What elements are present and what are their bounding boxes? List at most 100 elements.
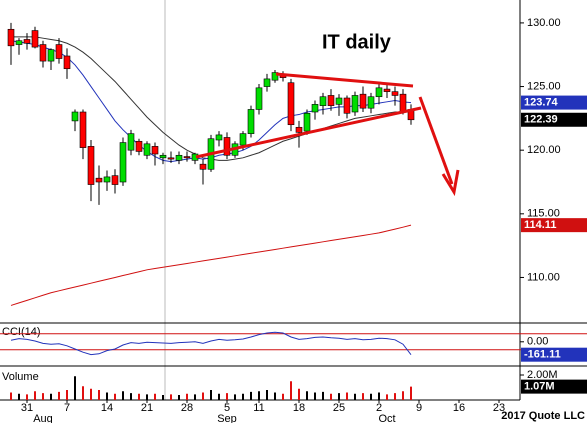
candle-body	[151, 146, 159, 155]
candle-body	[303, 112, 311, 132]
volume-bar	[34, 391, 36, 400]
candle-body	[367, 96, 375, 109]
volume-bar	[154, 393, 156, 400]
candle-body	[183, 156, 191, 159]
candle-body	[375, 87, 383, 98]
candle-body	[47, 49, 55, 62]
candle-body	[335, 97, 343, 105]
volume-bar	[202, 392, 204, 400]
x-tick-label: 2	[376, 402, 382, 414]
candle-body	[311, 104, 319, 113]
candle-body	[343, 97, 351, 114]
volume-bar	[74, 376, 76, 400]
x-tick-label: 25	[333, 402, 345, 414]
volume-bar	[362, 393, 364, 400]
value-tag	[521, 218, 587, 233]
y-tick-label: 0.00	[527, 336, 548, 348]
trend-drawings	[195, 72, 460, 197]
volume-bar	[58, 391, 60, 400]
volume-bar	[298, 388, 300, 400]
candle-body	[391, 91, 399, 96]
volume-bar	[186, 393, 188, 400]
line	[10, 224, 412, 306]
volume-bar	[10, 392, 12, 400]
volume-bar	[370, 393, 372, 400]
x-tick-label: 16	[453, 402, 465, 414]
candle-body	[247, 109, 255, 134]
volume-bar	[386, 394, 388, 400]
annotation: IT daily	[322, 31, 392, 53]
volume-bar	[234, 394, 236, 400]
volume-bar	[290, 381, 292, 400]
value-tag	[521, 95, 587, 110]
candle-body	[159, 154, 167, 159]
candle-body	[327, 95, 335, 106]
volume-bar	[266, 390, 268, 400]
candle-body	[15, 40, 23, 45]
y-tick-label: 130.00	[527, 17, 561, 29]
x-tick-label: 14	[101, 402, 113, 414]
candle-body	[287, 82, 295, 126]
volume-bar	[226, 393, 228, 400]
volume-bar	[410, 386, 412, 400]
panel-title: CCI(14)	[2, 326, 41, 338]
x-tick-label: 28	[181, 402, 193, 414]
trendline	[195, 106, 422, 159]
month-label: Oct	[378, 413, 395, 423]
y-tick-label: 115.00	[527, 208, 560, 220]
y-tick-label: 120.00	[527, 144, 561, 156]
volume-bar	[194, 394, 196, 400]
candle-body	[135, 140, 143, 152]
candle-body	[263, 78, 271, 87]
x-tick-label: 21	[141, 402, 153, 414]
candle-body	[295, 126, 303, 133]
candle-body	[111, 175, 119, 185]
candle-body	[215, 134, 223, 141]
candle-body	[143, 143, 151, 156]
value-tag-label: 123.74	[524, 96, 559, 108]
candle-body	[119, 142, 127, 183]
volume-bar	[210, 390, 212, 400]
candle-body	[71, 111, 79, 122]
candle-body	[39, 44, 47, 62]
candle-body	[399, 93, 407, 113]
volume-bar	[130, 393, 132, 400]
volume-bar	[138, 393, 140, 400]
value-tag	[521, 112, 587, 127]
value-tag-label: 122.39	[524, 114, 558, 126]
volume-bar	[314, 392, 316, 400]
volume-bar	[322, 391, 324, 400]
candle-body	[103, 176, 111, 183]
candle-body	[23, 39, 31, 44]
volume-bar	[122, 391, 124, 400]
trendline	[275, 72, 414, 88]
value-tag-label: 114.11	[524, 219, 556, 231]
y-tick-label: 125.00	[527, 80, 561, 92]
candle-body	[95, 177, 103, 183]
candle-body	[175, 154, 183, 161]
x-tick-label: 31	[21, 402, 33, 414]
volume-bar	[18, 393, 20, 400]
value-tag-label: -161.11	[524, 349, 561, 361]
month-label: Aug	[33, 413, 53, 423]
marks: 110.00115.00120.00125.00130.00114.11123.…	[0, 17, 587, 423]
volume-bar	[42, 393, 44, 400]
candle-body	[7, 28, 15, 47]
candle-body	[271, 72, 279, 81]
volume-bar	[394, 393, 396, 400]
volume-bar	[98, 390, 100, 400]
value-tag	[521, 379, 587, 394]
source: 2017 Quote LLC	[501, 410, 585, 422]
candle-body	[79, 111, 87, 148]
candle-body	[55, 44, 63, 59]
volume-bar	[162, 395, 164, 400]
volume-bar	[66, 390, 68, 400]
line	[10, 331, 412, 356]
candle-body	[351, 95, 359, 113]
candle-body	[359, 93, 367, 109]
x-tick-label: 5	[224, 402, 230, 414]
volume-bar	[330, 393, 332, 400]
y-tick-label: 2.00M	[527, 369, 558, 381]
arrow	[418, 96, 454, 185]
